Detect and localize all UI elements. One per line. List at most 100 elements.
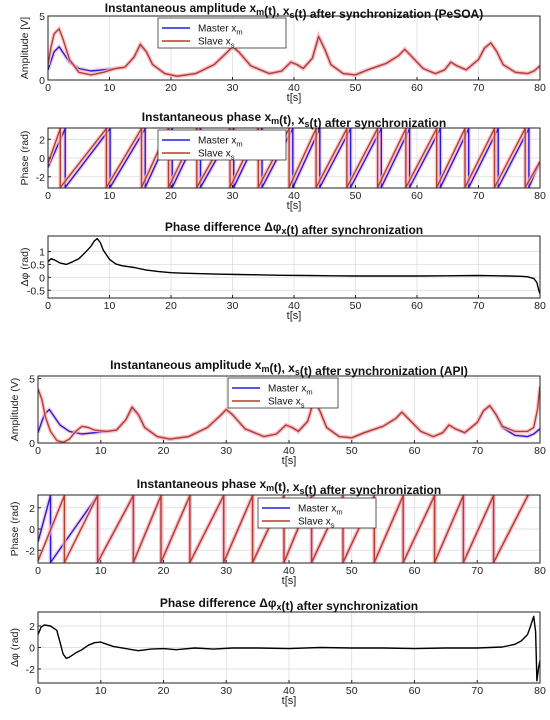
x-tick-label: 20 [165,190,177,202]
x-tick-label: 20 [158,685,170,697]
x-tick-label: 20 [165,300,177,312]
x-tick-label: 70 [473,300,485,312]
y-tick-label: 2 [29,503,35,515]
series-line-slave [48,28,540,77]
chart-panel-p3: 0 10 20 30 40 50 60 70 80-0.500.51t[s]Δφ (rad)Ph… [19,220,546,322]
legend-box [257,497,377,529]
x-tick-label: 30 [227,190,239,202]
y-axis-label: Δφ (rad) [9,628,21,667]
x-tick-label: 10 [95,565,107,577]
y-axis-label: Δφ (rad) [19,248,31,287]
x-tick-label: 60 [411,190,423,202]
x-tick-label: 0 [45,300,51,312]
x-tick-label: 50 [346,445,358,457]
y-tick-label: 0 [29,524,35,536]
y-tick-label: 5 [39,11,45,23]
chart-title: Phase difference Δφx(t) after synchroniz… [165,220,423,237]
x-tick-label: 10 [104,190,116,202]
legend-label: Slave xs [298,517,335,530]
x-tick-label: 60 [409,685,421,697]
x-tick-label: 20 [158,445,170,457]
x-tick-label: 10 [95,685,107,697]
y-tick-label: -0.5 [27,285,45,297]
x-tick-label: 10 [95,445,107,457]
chart-title: Instantaneous phase xm(t), xs(t) after s… [137,477,441,497]
chart-panel-p1: 0 10 20 30 40 50 60 70 80 0 5 t[s] Amplitude [V] Inst… [19,1,546,104]
x-tick-label: 10 [104,300,116,312]
y-axis-label: Amplitude (V) [9,378,21,442]
x-tick-label: 60 [411,82,423,94]
legend-box [157,129,287,161]
series-line-master [38,615,540,682]
x-tick-label: 50 [346,685,358,697]
x-tick-label: 10 [104,82,116,94]
series-line-master [48,128,540,188]
chart-title: Instantaneous amplitude xm(t), xs(t) aft… [105,1,483,21]
x-tick-label: 0 [35,685,41,697]
legend-box [157,17,287,49]
x-axis-label: t[s] [282,695,297,707]
x-tick-label: 40 [288,300,300,312]
x-axis-label: t[s] [282,575,297,587]
x-tick-label: 70 [473,82,485,94]
legend-label: Slave xs [198,149,235,162]
x-tick-label: 0 [35,565,41,577]
x-tick-label: 70 [471,445,483,457]
y-tick-label: 2 [29,621,35,633]
series-line-slave [38,495,529,563]
y-tick-label: -2 [26,545,35,557]
series-line-master [48,237,540,295]
y-tick-label: 1 [39,247,45,259]
chart-title: Instantaneous amplitude xm(t), xs(t) aft… [110,358,468,378]
x-axis-label: t[s] [282,455,297,467]
y-axis-label: Amplitude [V] [19,17,31,80]
x-tick-label: 40 [283,445,295,457]
x-tick-label: 40 [288,190,300,202]
x-tick-label: 40 [283,685,295,697]
x-tick-label: 60 [411,300,423,312]
x-axis-label: t[s] [287,200,302,212]
y-tick-label: 0 [39,75,45,87]
x-tick-label: 40 [283,565,295,577]
x-tick-label: 60 [409,565,421,577]
x-axis-label: t[s] [287,92,302,104]
x-tick-label: 70 [471,565,483,577]
x-tick-label: 30 [220,685,232,697]
x-tick-label: 50 [350,300,362,312]
legend-label: Master xm [268,384,313,397]
y-tick-label: -2 [26,664,35,676]
legend-box [227,377,339,409]
x-tick-label: 80 [534,565,546,577]
x-tick-label: 30 [220,565,232,577]
y-tick-label: 0 [39,272,45,284]
y-tick-label: 5 [29,374,35,386]
x-tick-label: 20 [158,565,170,577]
x-tick-label: 50 [346,565,358,577]
y-tick-label: 0 [39,153,45,165]
x-tick-label: 80 [534,300,546,312]
y-axis-label: Phase (rad) [19,131,31,186]
x-tick-label: 40 [288,82,300,94]
y-tick-label: 0.5 [30,259,45,271]
x-axis-label: t[s] [287,310,302,322]
x-tick-label: 80 [534,685,546,697]
x-tick-label: 80 [534,82,546,94]
x-tick-label: 20 [165,82,177,94]
legend-label: Slave xs [198,37,235,50]
series-line-slave [38,386,540,443]
x-tick-label: 60 [409,445,421,457]
x-tick-label: 80 [534,190,546,202]
legend-label: Slave xs [268,397,305,410]
x-tick-label: 0 [35,445,41,457]
series-line-slave [48,128,540,188]
y-tick-label: 0 [29,438,35,450]
legend-label: Master xm [198,24,243,37]
chart-title: Instantaneous phase xm(t), xs(t) after s… [142,110,446,130]
y-tick-label: 0 [29,643,35,655]
